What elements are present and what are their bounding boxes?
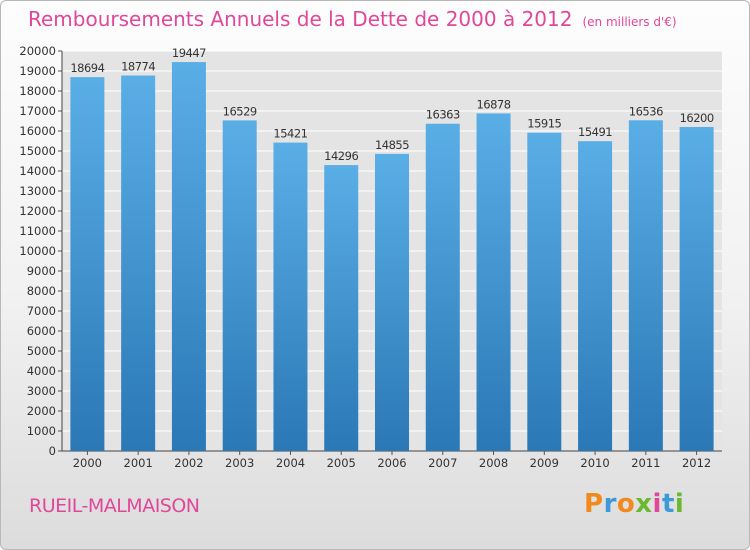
city-name: RUEIL-MALMAISON [29, 495, 200, 517]
bar [121, 75, 156, 452]
y-tick-label: 14000 [19, 164, 56, 178]
y-tick-label: 20000 [19, 44, 56, 58]
y-tick-label: 0 [49, 444, 56, 458]
x-tick-label: 2005 [327, 456, 356, 470]
x-tick-label: 2004 [276, 456, 305, 470]
data-label: 18774 [121, 60, 155, 74]
logo-letter: i [652, 489, 662, 519]
data-label: 14855 [375, 138, 409, 152]
bar [679, 127, 714, 451]
y-tick-label: 10000 [19, 244, 56, 258]
y-tick-label: 15000 [19, 144, 56, 158]
bar [375, 153, 409, 451]
bar [476, 113, 511, 451]
x-tick-label: 2001 [124, 456, 153, 470]
y-tick-label: 1000 [27, 424, 56, 438]
bar [578, 141, 613, 451]
y-tick-label: 2000 [27, 404, 56, 418]
logo-letter: P [584, 489, 604, 519]
bar [222, 120, 257, 452]
data-label: 19447 [172, 46, 206, 60]
y-tick-label: 13000 [19, 184, 56, 198]
bar [425, 123, 460, 452]
data-label: 15421 [273, 127, 307, 141]
data-label: 15491 [578, 125, 612, 139]
x-tick-label: 2002 [174, 456, 203, 470]
x-tick-label: 2006 [377, 456, 406, 470]
bar [273, 142, 308, 451]
x-tick-label: 2009 [530, 456, 559, 470]
data-label: 15915 [527, 117, 561, 131]
y-tick-label: 5000 [27, 344, 56, 358]
y-tick-label: 6000 [27, 324, 56, 338]
x-tick-label: 2007 [428, 456, 457, 470]
data-label: 16200 [680, 111, 714, 125]
logo-letter: r [603, 489, 617, 519]
y-tick-label: 16000 [19, 124, 56, 138]
bar [527, 132, 562, 451]
y-tick-label: 3000 [27, 384, 56, 398]
logo-letter: t [661, 489, 675, 519]
y-tick-label: 11000 [19, 224, 56, 238]
data-label: 16529 [223, 104, 257, 118]
y-tick-label: 19000 [19, 64, 56, 78]
x-tick-label: 2008 [479, 456, 508, 470]
proxiti-logo: Proxiti [584, 489, 684, 519]
y-tick-label: 12000 [19, 204, 56, 218]
data-label: 16363 [426, 108, 460, 122]
x-tick-label: 2011 [631, 456, 660, 470]
x-tick-label: 2010 [580, 456, 609, 470]
y-tick-label: 17000 [19, 104, 56, 118]
bar [628, 120, 663, 451]
x-tick-label: 2000 [73, 456, 102, 470]
y-tick-label: 8000 [27, 284, 56, 298]
x-tick-label: 2003 [225, 456, 254, 470]
y-tick-label: 7000 [27, 304, 56, 318]
logo-letter: o [616, 489, 636, 519]
logo-letter: i [674, 489, 685, 519]
x-tick-label: 2012 [682, 456, 711, 470]
y-tick-label: 18000 [19, 84, 56, 98]
y-tick-label: 4000 [27, 364, 56, 378]
data-label: 18694 [70, 61, 104, 75]
bar [70, 77, 105, 452]
logo-letter: x [635, 489, 653, 519]
title-text: Remboursements Annuels de la Dette de 20… [28, 7, 573, 31]
data-label: 16878 [476, 97, 510, 111]
unit-note: (en milliers d'€) [582, 15, 677, 29]
data-label: 14296 [324, 149, 358, 163]
chart-title: Remboursements Annuels de la Dette de 20… [28, 7, 677, 31]
y-tick-label: 9000 [27, 264, 56, 278]
bar [324, 165, 359, 451]
data-label: 16536 [629, 104, 663, 118]
bar [171, 62, 206, 452]
